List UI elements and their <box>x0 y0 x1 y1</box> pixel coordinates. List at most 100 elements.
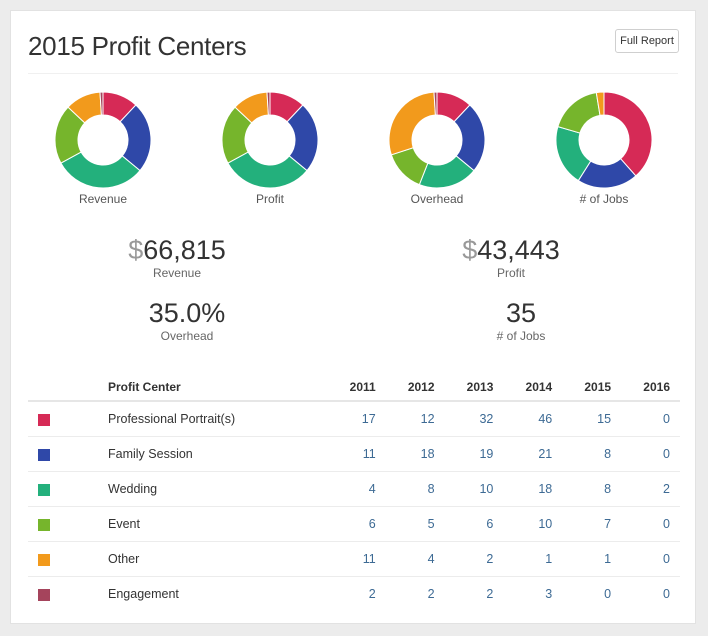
cell-2016: 0 <box>621 401 680 437</box>
profit-center-name: Engagement <box>108 587 179 601</box>
revenue-stat-label: Revenue <box>152 266 202 280</box>
table-row[interactable]: Family Session 11 18 19 21 8 0 <box>28 436 680 472</box>
profit-currency: $ <box>462 235 478 265</box>
table-body: Professional Portrait(s) 17 12 32 46 15 0 Famil… <box>28 401 680 611</box>
color-swatch <box>38 448 50 461</box>
cell-2014: 3 <box>545 587 553 601</box>
table-row[interactable]: Event 6 5 6 10 7 0 <box>28 506 680 542</box>
revenue-stat: $66,815 Revenue <box>77 235 277 280</box>
column-header-2015[interactable]: 2015 <box>562 368 622 402</box>
cell-2013: 2 <box>486 587 494 601</box>
profit-centers-card: 2015 Profit Centers Full Report Revenue … <box>10 10 696 624</box>
cell-2011: 17 <box>327 401 386 437</box>
cell-2012: 5 <box>385 506 445 542</box>
color-swatch <box>38 413 50 426</box>
swatch-cell <box>28 471 108 507</box>
swatch-cell <box>28 541 108 577</box>
revenue-donut-svg <box>54 91 152 189</box>
profit-stat-label: Profit <box>496 266 525 280</box>
column-header-2013[interactable]: 2013 <box>444 368 504 402</box>
profit-center-name: Family Session <box>108 436 328 472</box>
overhead-donut-chart: Overhead <box>382 90 492 206</box>
overhead-stat-label: Overhead <box>160 329 214 343</box>
table-row[interactable]: Wedding 4 8 10 18 8 2 <box>28 471 680 507</box>
cell-2015: 8 <box>562 436 622 472</box>
table-row[interactable]: Engagement 2 2 2 3 0 0 <box>28 577 680 612</box>
revenue-donut-chart: Revenue <box>48 90 158 206</box>
page-title: 2015 Profit Centers <box>28 31 247 61</box>
cell-2015: 15 <box>562 401 622 437</box>
cell-2013: 32 <box>444 401 504 437</box>
profit-donut-chart: Profit <box>215 90 325 206</box>
cell-2013: 6 <box>444 506 504 542</box>
jobs-stat: 35 # of Jobs <box>421 298 621 343</box>
cell-2013: 10 <box>444 471 504 507</box>
donut-slice-event[interactable] <box>557 92 601 134</box>
profit-center-name: Event <box>108 506 328 542</box>
cell-2016: 0 <box>621 506 680 542</box>
jobs-value: 35 <box>505 298 537 328</box>
cell-2011: 11 <box>327 436 386 472</box>
swatch-cell <box>28 401 108 437</box>
cell-2011: 11 <box>327 541 386 577</box>
table-header-row: Profit Center 2011 2012 2013 2014 2015 2… <box>28 368 680 402</box>
cell-2016: 2 <box>621 471 680 507</box>
cell-2012: 8 <box>385 471 445 507</box>
cell-2012: 12 <box>385 401 445 437</box>
cell-2011: 4 <box>327 471 386 507</box>
revenue-value: 66,815 <box>143 235 226 265</box>
donut-slice-engagement[interactable] <box>99 91 104 116</box>
color-swatch <box>38 553 50 566</box>
swatch-column-header <box>28 368 108 402</box>
overhead-donut-label: Overhead <box>410 192 464 206</box>
swatch-cell <box>28 436 108 472</box>
swatch-cell <box>28 577 108 612</box>
color-swatch <box>38 588 50 601</box>
profit-donut-label: Profit <box>255 192 284 206</box>
profit-center-table: Profit Center 2011 2012 2013 2014 2015 2… <box>28 368 680 611</box>
donut-slice-engagement[interactable] <box>266 91 271 116</box>
cell-2016: 0 <box>663 587 670 601</box>
overhead-stat: 35.0% Overhead <box>87 298 287 343</box>
profit-stat: $43,443 Profit <box>411 235 611 280</box>
table-row[interactable]: Professional Portrait(s) 17 12 32 46 15 0 <box>28 401 680 437</box>
jobs-stat-label: # of Jobs <box>496 329 546 343</box>
column-header-profit-center[interactable]: Profit Center <box>108 368 328 402</box>
cell-2016: 0 <box>621 436 680 472</box>
cell-2011: 6 <box>327 506 386 542</box>
column-header-2016[interactable]: 2016 <box>621 368 680 402</box>
profit-value: 43,443 <box>477 235 560 265</box>
table-row[interactable]: Other 11 4 2 1 1 0 <box>28 541 680 577</box>
jobs-donut-chart: # of Jobs <box>549 90 659 206</box>
donut-slice-professional-portrait-s[interactable] <box>603 91 653 177</box>
donut-slice-wedding[interactable] <box>227 151 308 189</box>
donut-slice-engagement[interactable] <box>433 91 438 116</box>
header-divider <box>28 73 678 74</box>
cell-2015: 1 <box>562 541 622 577</box>
jobs-donut-svg <box>555 91 653 189</box>
profit-center-name: Other <box>108 541 328 577</box>
cell-2011: 2 <box>368 587 376 601</box>
column-header-2011[interactable]: 2011 <box>327 368 386 402</box>
full-report-button[interactable]: Full Report <box>615 29 679 53</box>
cell-2013: 2 <box>444 541 504 577</box>
profit-donut-svg <box>221 91 319 189</box>
column-header-2012[interactable]: 2012 <box>385 368 445 402</box>
cell-2014: 18 <box>503 471 563 507</box>
donut-slice-other[interactable] <box>388 91 436 156</box>
profit-center-name: Wedding <box>108 471 328 507</box>
jobs-donut-label: # of Jobs <box>579 192 629 206</box>
cell-2014: 46 <box>503 401 563 437</box>
cell-2015: 0 <box>604 587 612 601</box>
cell-2012: 4 <box>385 541 445 577</box>
cell-2015: 8 <box>562 471 622 507</box>
cell-2016: 0 <box>621 541 680 577</box>
revenue-donut-label: Revenue <box>78 192 128 206</box>
cell-2014: 21 <box>503 436 563 472</box>
column-header-2014[interactable]: 2014 <box>503 368 563 402</box>
cell-2014: 1 <box>503 541 563 577</box>
donut-slice-other[interactable] <box>595 91 605 116</box>
donut-slice-wedding[interactable] <box>60 151 141 189</box>
cell-2013: 19 <box>444 436 504 472</box>
cell-2012: 18 <box>385 436 445 472</box>
